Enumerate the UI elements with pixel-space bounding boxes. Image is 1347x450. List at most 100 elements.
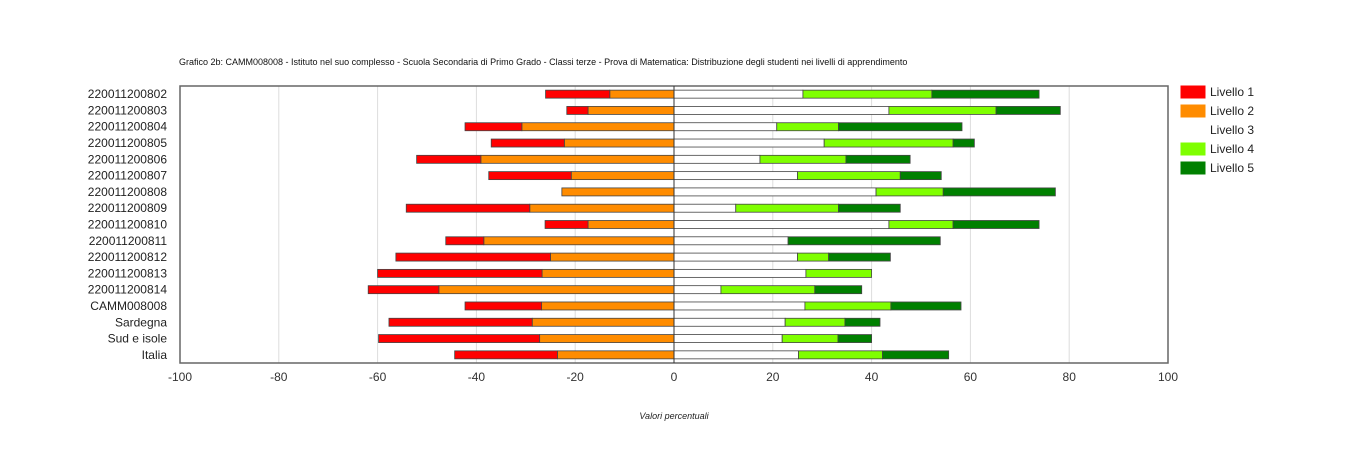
bar-livello-5 bbox=[942, 187, 1056, 197]
legend-label: Livello 1 bbox=[1210, 85, 1254, 99]
bar-livello-1 bbox=[490, 138, 565, 148]
bar-livello-1 bbox=[445, 236, 485, 246]
bar-livello-2 bbox=[561, 187, 675, 197]
category-label: CAMM008008 bbox=[90, 299, 167, 313]
legend-swatch bbox=[1180, 85, 1206, 99]
category-label: 220011200802 bbox=[88, 87, 168, 101]
x-axis-label: Valori percentuali bbox=[639, 411, 709, 421]
bar-livello-4 bbox=[735, 203, 839, 213]
bar-livello-2 bbox=[570, 171, 675, 181]
bar-livello-5 bbox=[838, 203, 901, 213]
legend-item: Livello 1 bbox=[1180, 85, 1254, 99]
bar-livello-4 bbox=[759, 154, 847, 164]
bar-livello-2 bbox=[539, 334, 675, 343]
x-tick-label: -80 bbox=[270, 370, 288, 384]
category-label: 220011200807 bbox=[88, 169, 168, 183]
legend-item: Livello 3 bbox=[1181, 123, 1254, 137]
bar-livello-3 bbox=[673, 203, 737, 213]
bar-livello-5 bbox=[838, 122, 963, 132]
bar-livello-3 bbox=[673, 268, 807, 278]
x-tick-label: 100 bbox=[1158, 370, 1178, 384]
bar-livello-1 bbox=[377, 268, 543, 278]
bar-livello-2 bbox=[587, 106, 675, 115]
x-tick-label: -40 bbox=[468, 370, 486, 384]
bar-livello-3 bbox=[673, 301, 806, 311]
bar-livello-2 bbox=[587, 220, 675, 229]
bar-livello-5 bbox=[844, 317, 881, 327]
chart-title: Grafico 2b: CAMM008008 - Istituto nel su… bbox=[179, 57, 907, 67]
bar-livello-4 bbox=[776, 122, 839, 132]
bar-livello-1 bbox=[367, 285, 440, 295]
bar-livello-1 bbox=[545, 89, 611, 99]
bar-livello-1 bbox=[566, 106, 589, 115]
bar-livello-5 bbox=[837, 334, 872, 343]
bar-livello-2 bbox=[438, 285, 675, 295]
category-label: 220011200804 bbox=[88, 120, 168, 134]
legend: Livello 1 Livello 2 Livello 3 Livello 4 Live… bbox=[1180, 85, 1254, 175]
bar-livello-5 bbox=[890, 301, 962, 311]
bar-livello-2 bbox=[541, 301, 675, 311]
bar-livello-5 bbox=[787, 236, 941, 246]
bar-livello-5 bbox=[952, 138, 975, 148]
legend-label: Livello 4 bbox=[1210, 142, 1254, 156]
bar-livello-4 bbox=[888, 106, 997, 115]
bar-livello-4 bbox=[798, 350, 883, 360]
bar-livello-5 bbox=[899, 171, 942, 181]
bar-livello-1 bbox=[405, 203, 531, 213]
bar-livello-4 bbox=[823, 138, 954, 148]
bar-livello-4 bbox=[784, 317, 846, 327]
x-tick-labels: -100 -80 -60 -40 -20 0 20 40 60 80 100 bbox=[168, 370, 1178, 384]
bar-livello-4 bbox=[802, 89, 933, 99]
bar-livello-3 bbox=[673, 220, 890, 229]
category-label: 220011200803 bbox=[88, 103, 168, 117]
category-label: Sardegna bbox=[115, 315, 167, 329]
bar-livello-5 bbox=[952, 220, 1040, 229]
category-label: Italia bbox=[142, 348, 168, 362]
bar-livello-2 bbox=[529, 203, 675, 213]
bar-livello-4 bbox=[797, 171, 901, 181]
bar-livello-2 bbox=[550, 252, 675, 262]
bar-livello-2 bbox=[483, 236, 675, 246]
bar-livello-5 bbox=[828, 252, 891, 262]
bar-livello-4 bbox=[888, 220, 954, 229]
legend-item: Livello 4 bbox=[1180, 142, 1254, 156]
category-label: 220011200812 bbox=[88, 250, 168, 264]
legend-label: Livello 2 bbox=[1210, 104, 1254, 118]
legend-swatch bbox=[1181, 124, 1205, 136]
bar-livello-3 bbox=[673, 154, 761, 164]
category-label: 220011200810 bbox=[88, 218, 168, 232]
legend-item: Livello 5 bbox=[1180, 161, 1254, 175]
bar-livello-2 bbox=[480, 154, 675, 164]
category-label: 220011200809 bbox=[88, 201, 168, 215]
bar-livello-2 bbox=[521, 122, 675, 132]
bar-livello-2 bbox=[563, 138, 675, 148]
bar-livello-3 bbox=[673, 350, 799, 360]
x-tick-label: 80 bbox=[1063, 370, 1077, 384]
x-tick-label: 40 bbox=[865, 370, 879, 384]
category-label: 220011200811 bbox=[89, 234, 168, 248]
category-label: 220011200806 bbox=[88, 152, 168, 166]
legend-swatch bbox=[1180, 142, 1206, 156]
bar-livello-2 bbox=[541, 268, 675, 278]
x-tick-label: 0 bbox=[671, 370, 678, 384]
legend-label: Livello 3 bbox=[1210, 123, 1254, 137]
bar-livello-5 bbox=[931, 89, 1040, 99]
bar-livello-4 bbox=[875, 187, 944, 197]
bar-livello-4 bbox=[720, 285, 816, 295]
bar-livello-4 bbox=[805, 268, 873, 278]
bar-livello-4 bbox=[804, 301, 892, 311]
category-label: 220011200813 bbox=[88, 266, 168, 280]
bar-livello-1 bbox=[378, 334, 541, 343]
bar-livello-1 bbox=[544, 220, 589, 229]
bar-livello-4 bbox=[781, 334, 839, 343]
bar-livello-2 bbox=[609, 89, 675, 99]
bar-livello-1 bbox=[464, 301, 543, 311]
bar-livello-2 bbox=[531, 317, 675, 327]
bar-livello-3 bbox=[673, 122, 778, 132]
legend-swatch bbox=[1180, 161, 1206, 175]
category-label: 220011200805 bbox=[88, 136, 168, 150]
bar-livello-1 bbox=[454, 350, 558, 360]
bar-livello-5 bbox=[995, 106, 1061, 115]
legend-swatch bbox=[1180, 104, 1206, 118]
bar-livello-3 bbox=[673, 285, 722, 295]
